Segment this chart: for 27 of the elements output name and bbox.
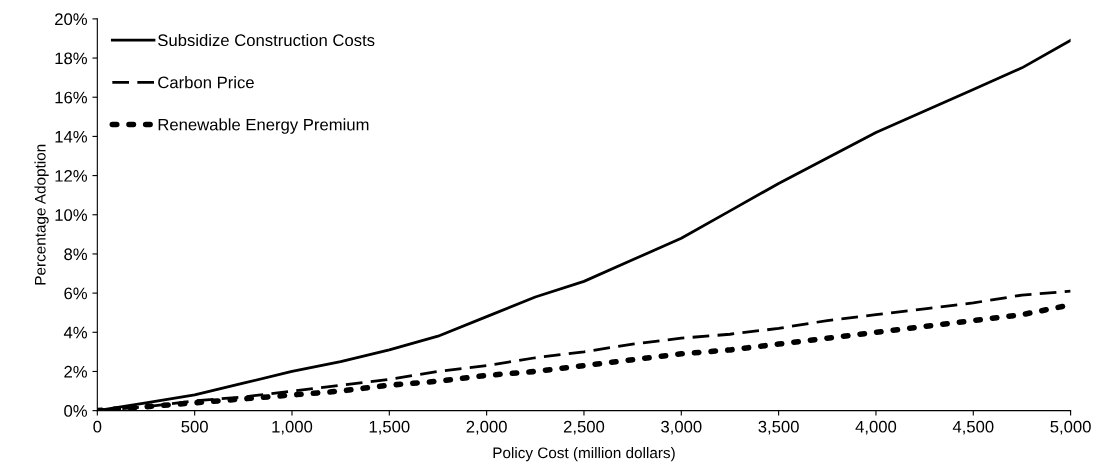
legend-label: Carbon Price — [158, 76, 254, 89]
y-axis-title: Percentage Adoption — [34, 144, 49, 285]
y-tick-label: 14% — [55, 130, 88, 143]
x-tick-label: 5,000 — [1050, 420, 1091, 435]
y-tick-label: 12% — [55, 169, 88, 182]
legend-label: Subsidize Construction Costs — [158, 33, 375, 47]
x-tick-label: 500 — [181, 420, 208, 433]
y-tick-label: 0% — [64, 405, 88, 417]
y-tick-label: 10% — [55, 209, 88, 221]
x-tick-label: 4,500 — [952, 420, 994, 435]
x-tick-label: 2,500 — [563, 420, 605, 435]
x-tick-label: 4,000 — [855, 420, 897, 435]
y-tick-label: 16% — [55, 91, 88, 104]
legend-label: Renewable Energy Premium — [158, 118, 369, 134]
y-tick-label: 8% — [64, 248, 88, 261]
y-tick-label: 2% — [64, 365, 88, 378]
y-tick-label: 4% — [63, 326, 88, 339]
x-axis-title: Policy Cost (million dollars) — [493, 447, 675, 462]
y-tick-label: 6% — [64, 287, 88, 300]
x-tick-label: 3,000 — [661, 420, 702, 435]
y-tick-label: 18% — [55, 52, 88, 65]
x-tick-label: 1,500 — [369, 420, 410, 435]
x-tick-label: 1,000 — [272, 420, 313, 435]
x-tick-label: 2,000 — [466, 420, 507, 435]
x-tick-label: 3,500 — [758, 420, 799, 435]
y-tick-label: 20% — [55, 13, 88, 26]
x-tick-label: 0 — [93, 420, 102, 433]
